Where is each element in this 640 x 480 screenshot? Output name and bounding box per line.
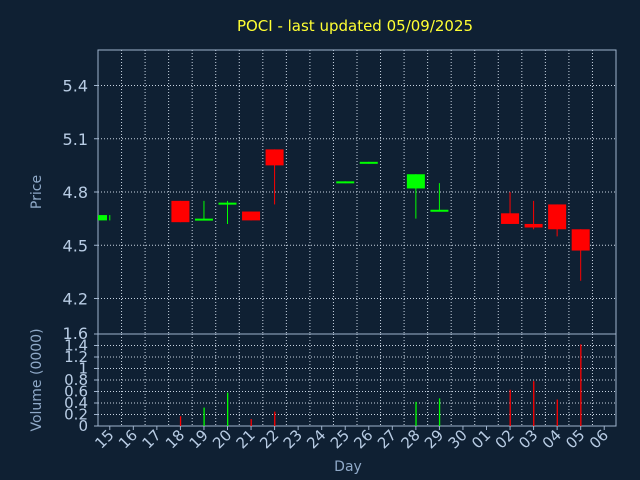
candle-body <box>524 223 543 228</box>
candle-21 <box>242 211 261 221</box>
candle-05 <box>571 229 590 281</box>
volume-bar-04 <box>556 399 558 426</box>
candle-body <box>548 204 567 230</box>
candle-body <box>218 202 237 205</box>
volume-bar-29 <box>438 398 441 426</box>
volume-axis-label: Volume (0000) <box>29 328 45 431</box>
candle-29 <box>430 183 449 212</box>
candle-25 <box>336 181 355 184</box>
price-tick-label: 4.8 <box>63 183 88 202</box>
volume-bar-05 <box>580 344 582 426</box>
volume-tick-label: 0.2 <box>64 406 88 424</box>
candle-body <box>194 218 213 221</box>
volume-tick-label: 0.8 <box>64 371 88 389</box>
candle-body <box>501 213 520 224</box>
candle-26 <box>359 161 378 164</box>
chart-title: POCI - last updated 05/09/2025 <box>237 17 473 35</box>
price-tick-label: 5.4 <box>63 77 88 96</box>
candle-body <box>336 181 355 184</box>
candle-28 <box>406 174 425 219</box>
candle-body <box>242 211 261 221</box>
x-axis-label: Day <box>334 459 362 475</box>
candle-body <box>571 229 590 251</box>
volume-tick-label: 0 <box>78 417 88 435</box>
volume-tick-label: 0.4 <box>64 394 88 412</box>
candle-body <box>98 215 107 221</box>
volume-grid <box>98 334 616 426</box>
candle-body <box>406 174 425 189</box>
candle-body <box>359 161 378 164</box>
candle-04 <box>548 204 567 237</box>
volume-tick-label: 1.6 <box>63 324 88 343</box>
volume-bar-02 <box>509 389 511 426</box>
volume-bar-03 <box>533 381 535 426</box>
volume-bar-20 <box>227 392 229 426</box>
price-grid <box>98 50 616 334</box>
volume-tick-label: 1.4 <box>64 337 88 355</box>
price-y-ticks: 4.2 4.5 4.8 5.1 5.4 <box>63 77 98 309</box>
price-axis-label: Price <box>29 175 45 209</box>
volume-tick-label: 1 <box>78 360 88 378</box>
volume-tick-label: 1.2 <box>64 348 88 366</box>
volume-bar-28 <box>415 401 417 426</box>
price-tick-label: 4.5 <box>63 236 88 255</box>
volume-tick-label: 0.6 <box>64 383 88 401</box>
candle-15 <box>98 215 111 221</box>
volume-bar-21 <box>250 419 252 426</box>
volume-bar-18 <box>179 416 182 426</box>
candle-22 <box>265 149 284 205</box>
candle-20 <box>218 200 237 224</box>
volume-bar-19 <box>203 407 205 426</box>
volume-y-ticks: 00.20.40.60.811.21.41.6 <box>63 324 98 435</box>
price-tick-label: 4.2 <box>63 290 88 309</box>
volume-bar-22 <box>274 411 276 426</box>
price-candles <box>98 149 590 281</box>
candle-03 <box>524 200 543 230</box>
candle-body <box>171 200 190 223</box>
candle-19 <box>194 200 213 221</box>
candle-body <box>265 149 284 166</box>
candle-18 <box>171 200 190 223</box>
candle-02 <box>501 192 520 224</box>
price-tick-label: 5.1 <box>63 130 88 149</box>
volume-bars <box>179 344 582 426</box>
candle-body <box>430 209 449 212</box>
